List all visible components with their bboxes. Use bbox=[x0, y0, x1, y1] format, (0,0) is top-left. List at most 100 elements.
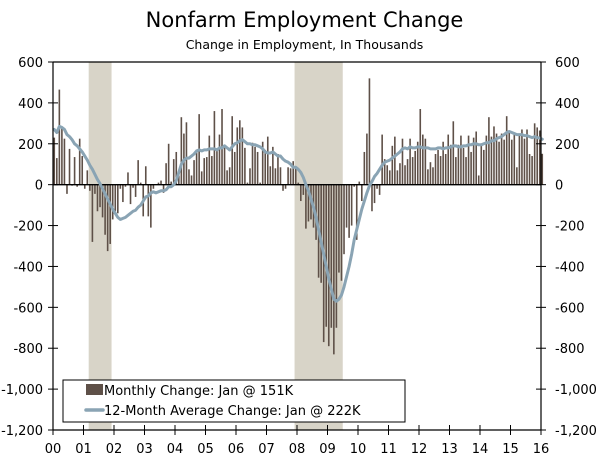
bar bbox=[170, 181, 172, 185]
bar bbox=[452, 121, 455, 185]
bar bbox=[442, 141, 444, 185]
y-tick-label-left: -1,200 bbox=[1, 424, 43, 439]
legend-box bbox=[62, 379, 406, 423]
bar bbox=[53, 137, 56, 185]
bar bbox=[399, 163, 401, 185]
bar bbox=[465, 157, 467, 185]
x-tick-label: 03 bbox=[136, 442, 153, 457]
bar bbox=[223, 144, 226, 185]
bar bbox=[231, 116, 233, 185]
bar bbox=[272, 146, 274, 185]
y-tick-label-right: -800 bbox=[555, 342, 585, 357]
bar bbox=[424, 138, 427, 185]
bar bbox=[104, 184, 106, 235]
bar bbox=[460, 135, 462, 185]
bar bbox=[422, 134, 424, 185]
monthly-change-bars bbox=[53, 78, 544, 355]
y-tick-label-left: -400 bbox=[13, 260, 43, 275]
bar bbox=[368, 78, 371, 185]
bar bbox=[429, 162, 432, 185]
bar bbox=[205, 157, 208, 185]
bar bbox=[300, 184, 302, 202]
bar bbox=[200, 171, 203, 185]
bar bbox=[348, 184, 350, 238]
bar bbox=[292, 161, 294, 185]
bar bbox=[383, 159, 386, 185]
bar bbox=[404, 165, 406, 185]
bar bbox=[462, 147, 465, 185]
bar bbox=[437, 149, 439, 185]
chart-subtitle: Change in Employment, In Thousands bbox=[185, 37, 424, 52]
bar bbox=[208, 135, 211, 185]
x-tick-label: 13 bbox=[441, 442, 458, 457]
bar bbox=[538, 130, 541, 185]
x-tick-label: 14 bbox=[472, 442, 489, 457]
bar bbox=[137, 160, 139, 185]
bar bbox=[167, 143, 170, 185]
bar bbox=[333, 184, 335, 355]
bar bbox=[325, 184, 328, 327]
bar bbox=[516, 167, 518, 185]
bar bbox=[73, 157, 76, 185]
bar bbox=[495, 133, 498, 185]
bar bbox=[394, 136, 396, 185]
bar bbox=[388, 170, 391, 185]
bar bbox=[305, 184, 307, 229]
y-tick-label-left: 200 bbox=[18, 138, 43, 153]
bar bbox=[533, 123, 536, 185]
bar bbox=[109, 184, 111, 244]
x-tick-label: 08 bbox=[289, 442, 306, 457]
bar bbox=[447, 134, 450, 185]
y-tick-label-left: -1,000 bbox=[1, 383, 43, 398]
y-tick-label-left: 600 bbox=[18, 56, 43, 71]
y-tick-label-right: -400 bbox=[555, 260, 585, 275]
bar bbox=[162, 184, 165, 193]
bar bbox=[361, 184, 363, 202]
bar bbox=[172, 159, 175, 185]
bar bbox=[236, 127, 239, 185]
bar bbox=[211, 156, 213, 185]
bar bbox=[307, 184, 310, 222]
x-tick-label: 11 bbox=[380, 442, 397, 457]
bar bbox=[129, 184, 132, 205]
bar bbox=[279, 167, 282, 185]
bar bbox=[531, 156, 533, 185]
bar bbox=[180, 117, 183, 185]
bar bbox=[350, 184, 353, 226]
bar bbox=[193, 160, 195, 185]
bar bbox=[282, 184, 284, 191]
bar bbox=[401, 138, 404, 185]
bar bbox=[119, 184, 122, 189]
x-tick-label: 00 bbox=[45, 442, 62, 457]
bar bbox=[391, 145, 394, 185]
bar bbox=[259, 182, 261, 185]
bar bbox=[139, 182, 142, 185]
bar bbox=[91, 184, 94, 242]
bar bbox=[101, 184, 104, 218]
bar bbox=[251, 142, 254, 185]
bar bbox=[226, 170, 228, 185]
y-tick-label-right: 400 bbox=[555, 97, 580, 112]
x-tick-label: 10 bbox=[350, 442, 367, 457]
bar bbox=[528, 154, 531, 185]
bar bbox=[218, 134, 221, 185]
bar bbox=[124, 184, 127, 187]
bar bbox=[302, 184, 305, 195]
bar bbox=[61, 127, 63, 185]
bar bbox=[287, 167, 289, 185]
bar bbox=[541, 153, 544, 185]
bar bbox=[518, 133, 521, 185]
bar bbox=[244, 147, 246, 185]
bar bbox=[427, 169, 429, 185]
bar bbox=[378, 184, 381, 195]
bar bbox=[68, 148, 71, 185]
bar bbox=[416, 141, 419, 185]
y-tick-label-left: 0 bbox=[35, 179, 43, 194]
bar bbox=[132, 184, 134, 188]
bar bbox=[264, 149, 267, 185]
bar bbox=[188, 169, 190, 185]
bar bbox=[233, 151, 236, 185]
bar bbox=[345, 184, 348, 228]
x-tick-label: 09 bbox=[319, 442, 336, 457]
